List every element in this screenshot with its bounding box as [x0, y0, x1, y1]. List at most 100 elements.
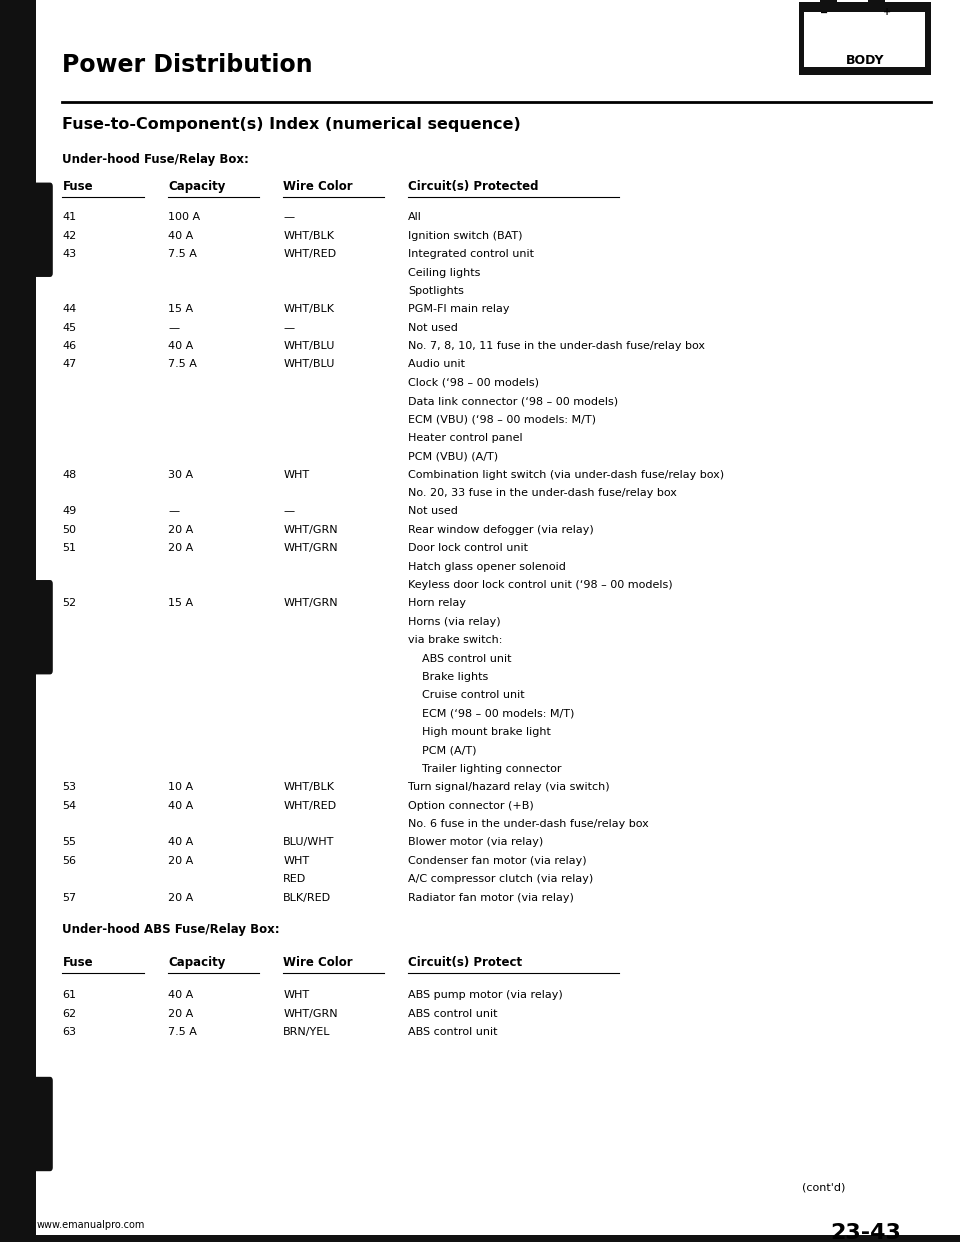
Text: WHT/BLU: WHT/BLU	[283, 359, 335, 369]
Text: Audio unit: Audio unit	[408, 359, 465, 369]
Bar	[0, 0, 36, 1242]
Text: Wire Color: Wire Color	[283, 180, 353, 193]
Text: Data link connector (‘98 – 00 models): Data link connector (‘98 – 00 models)	[408, 396, 618, 406]
Bar	[0, 1235, 960, 1242]
Text: 15 A: 15 A	[168, 599, 193, 609]
Text: Combination light switch (via under-dash fuse/relay box): Combination light switch (via under-dash…	[408, 469, 724, 479]
Text: Fuse: Fuse	[62, 180, 93, 193]
Text: Power Distribution: Power Distribution	[62, 53, 313, 77]
Text: Circuit(s) Protect: Circuit(s) Protect	[408, 955, 522, 969]
Text: WHT/BLK: WHT/BLK	[283, 231, 334, 241]
Text: WHT/GRN: WHT/GRN	[283, 543, 338, 553]
Text: WHT/BLK: WHT/BLK	[283, 304, 334, 314]
Text: A/C compressor clutch (via relay): A/C compressor clutch (via relay)	[408, 874, 593, 884]
Text: −: −	[820, 7, 828, 17]
Text: Brake lights: Brake lights	[408, 672, 489, 682]
Text: 62: 62	[62, 1009, 77, 1018]
Text: —: —	[283, 212, 295, 222]
Text: 100 A: 100 A	[168, 212, 200, 222]
Text: Circuit(s) Protected: Circuit(s) Protected	[408, 180, 539, 193]
Text: 40 A: 40 A	[168, 990, 193, 1000]
Text: Door lock control unit: Door lock control unit	[408, 543, 528, 553]
Text: Capacity: Capacity	[168, 955, 226, 969]
Text: Cruise control unit: Cruise control unit	[408, 691, 524, 700]
Text: Ceiling lights: Ceiling lights	[408, 267, 480, 277]
Bar	[799, 2, 931, 75]
Text: WHT/BLU: WHT/BLU	[283, 342, 335, 351]
Text: 48: 48	[62, 469, 77, 479]
Text: No. 6 fuse in the under-dash fuse/relay box: No. 6 fuse in the under-dash fuse/relay …	[408, 818, 649, 828]
Text: via brake switch:: via brake switch:	[408, 635, 502, 645]
Text: ECM (VBU) (‘98 – 00 models: M/T): ECM (VBU) (‘98 – 00 models: M/T)	[408, 415, 596, 425]
Text: Rear window defogger (via relay): Rear window defogger (via relay)	[408, 525, 593, 535]
FancyBboxPatch shape	[0, 183, 53, 277]
Text: WHT: WHT	[283, 856, 309, 866]
Text: 57: 57	[62, 893, 77, 903]
Text: Condenser fan motor (via relay): Condenser fan motor (via relay)	[408, 856, 587, 866]
Text: BLU/WHT: BLU/WHT	[283, 837, 335, 847]
Text: —: —	[283, 323, 295, 333]
Text: 45: 45	[62, 323, 77, 333]
Text: WHT: WHT	[283, 990, 309, 1000]
Text: No. 7, 8, 10, 11 fuse in the under-dash fuse/relay box: No. 7, 8, 10, 11 fuse in the under-dash …	[408, 342, 705, 351]
Text: BLK/RED: BLK/RED	[283, 893, 331, 903]
Text: WHT/GRN: WHT/GRN	[283, 525, 338, 535]
Text: Under-hood Fuse/Relay Box:: Under-hood Fuse/Relay Box:	[62, 153, 250, 165]
Text: Horn relay: Horn relay	[408, 599, 466, 609]
Text: Capacity: Capacity	[168, 180, 226, 193]
Text: 43: 43	[62, 250, 77, 260]
Text: Clock (‘98 – 00 models): Clock (‘98 – 00 models)	[408, 378, 539, 388]
Text: PGM-FI main relay: PGM-FI main relay	[408, 304, 510, 314]
Text: 10 A: 10 A	[168, 782, 193, 792]
Text: WHT: WHT	[283, 469, 309, 479]
Text: 40 A: 40 A	[168, 342, 193, 351]
Text: WHT/BLK: WHT/BLK	[283, 782, 334, 792]
Text: 42: 42	[62, 231, 77, 241]
Text: Blower motor (via relay): Blower motor (via relay)	[408, 837, 543, 847]
Text: 54: 54	[62, 801, 77, 811]
Text: ABS control unit: ABS control unit	[408, 1027, 497, 1037]
FancyBboxPatch shape	[0, 1077, 53, 1171]
Text: 49: 49	[62, 507, 77, 517]
Text: 7.5 A: 7.5 A	[168, 250, 197, 260]
Text: ABS control unit: ABS control unit	[408, 653, 512, 663]
Bar	[804, 12, 925, 67]
Text: 20 A: 20 A	[168, 893, 193, 903]
Text: 63: 63	[62, 1027, 77, 1037]
Text: ECM (‘98 – 00 models: M/T): ECM (‘98 – 00 models: M/T)	[408, 709, 574, 719]
Text: 20 A: 20 A	[168, 1009, 193, 1018]
Text: ABS pump motor (via relay): ABS pump motor (via relay)	[408, 990, 563, 1000]
Text: No. 20, 33 fuse in the under-dash fuse/relay box: No. 20, 33 fuse in the under-dash fuse/r…	[408, 488, 677, 498]
Text: WHT/RED: WHT/RED	[283, 250, 336, 260]
Text: Radiator fan motor (via relay): Radiator fan motor (via relay)	[408, 893, 574, 903]
Text: 44: 44	[62, 304, 77, 314]
Bar	[820, 0, 837, 4]
Text: 30 A: 30 A	[168, 469, 193, 479]
Text: Turn signal/hazard relay (via switch): Turn signal/hazard relay (via switch)	[408, 782, 610, 792]
Text: Horns (via relay): Horns (via relay)	[408, 617, 500, 627]
Text: Hatch glass opener solenoid: Hatch glass opener solenoid	[408, 561, 565, 571]
Text: www.emanualpro.com: www.emanualpro.com	[36, 1220, 145, 1230]
Text: WHT/RED: WHT/RED	[283, 801, 336, 811]
Text: High mount brake light: High mount brake light	[408, 727, 551, 737]
Text: —: —	[168, 323, 180, 333]
Text: —: —	[283, 507, 295, 517]
Text: Fuse-to-Component(s) Index (numerical sequence): Fuse-to-Component(s) Index (numerical se…	[62, 117, 521, 132]
Text: 46: 46	[62, 342, 77, 351]
Text: BODY: BODY	[846, 55, 884, 67]
Text: 7.5 A: 7.5 A	[168, 1027, 197, 1037]
Text: 23-43: 23-43	[830, 1223, 901, 1242]
Text: 40 A: 40 A	[168, 801, 193, 811]
Bar	[868, 0, 885, 4]
Text: RED: RED	[283, 874, 306, 884]
Text: 20 A: 20 A	[168, 856, 193, 866]
Text: 20 A: 20 A	[168, 525, 193, 535]
Text: PCM (A/T): PCM (A/T)	[408, 745, 476, 755]
Text: 41: 41	[62, 212, 77, 222]
Text: —: —	[168, 507, 180, 517]
Text: 47: 47	[62, 359, 77, 369]
Text: Integrated control unit: Integrated control unit	[408, 250, 534, 260]
Text: Wire Color: Wire Color	[283, 955, 353, 969]
Text: Trailer lighting connector: Trailer lighting connector	[408, 764, 562, 774]
Text: Under-hood ABS Fuse/Relay Box:: Under-hood ABS Fuse/Relay Box:	[62, 923, 280, 936]
